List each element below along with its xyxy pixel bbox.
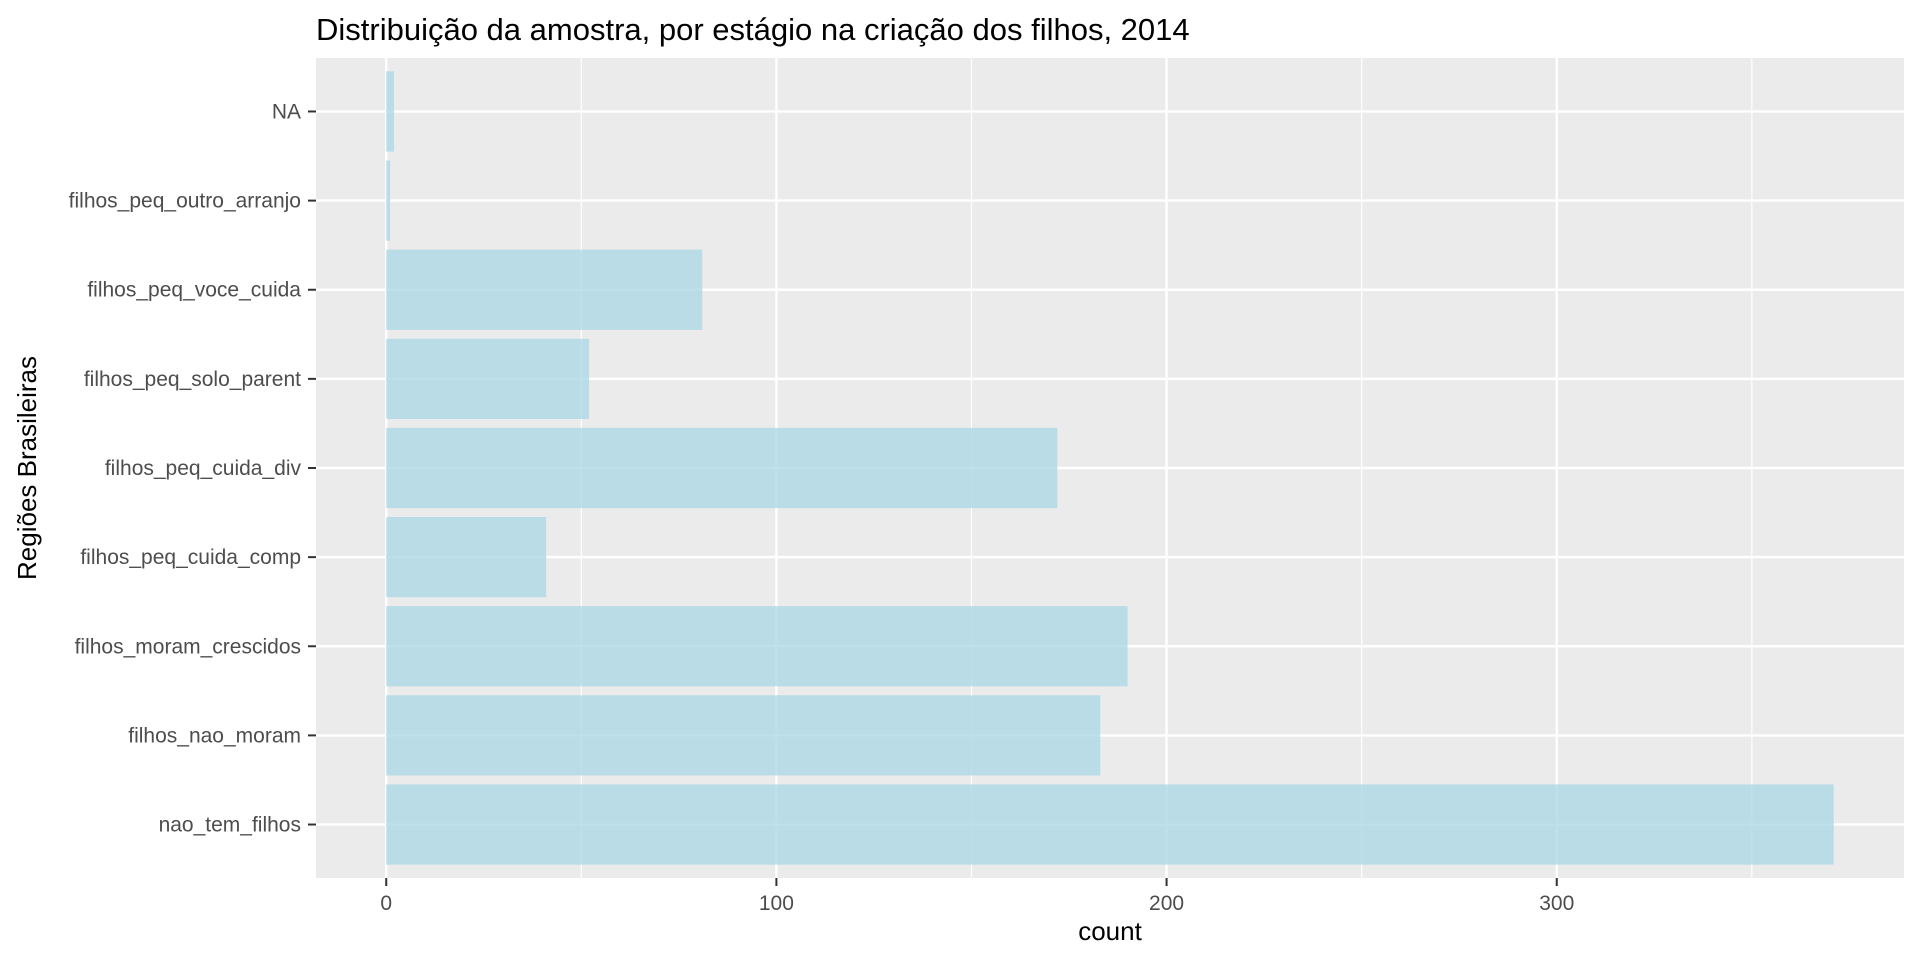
y-tick-label: nao_tem_filhos xyxy=(159,814,301,837)
bar-filhos_moram_crescidos xyxy=(386,606,1128,687)
y-tick-label: filhos_peq_voce_cuida xyxy=(87,279,301,302)
y-tick-label: filhos_peq_cuida_comp xyxy=(80,546,301,569)
chart-title: Distribuição da amostra, por estágio na … xyxy=(316,12,1190,47)
bar-filhos_peq_outro_arranjo xyxy=(386,160,391,241)
y-tick-label: filhos_peq_outro_arranjo xyxy=(69,190,301,213)
x-axis-title: count xyxy=(1078,916,1142,946)
y-tick-label: filhos_peq_solo_parent xyxy=(84,368,301,391)
y-tick-label: filhos_peq_cuida_div xyxy=(105,457,302,480)
bars xyxy=(386,71,1834,865)
bar-NA xyxy=(386,71,395,152)
bar-filhos_peq_solo_parent xyxy=(386,338,590,419)
bar-nao_tem_filhos xyxy=(386,784,1834,865)
bar-filhos_peq_voce_cuida xyxy=(386,249,703,330)
x-tick-label: 300 xyxy=(1539,892,1574,915)
bar-filhos_peq_cuida_comp xyxy=(386,517,547,598)
x-tick-label: 100 xyxy=(759,892,794,915)
y-tick-label: NA xyxy=(272,100,301,123)
y-tick-label: filhos_nao_moram xyxy=(128,724,301,747)
bar-filhos_nao_moram xyxy=(386,695,1101,776)
y-tick-label: filhos_moram_crescidos xyxy=(75,635,301,658)
x-axis: 0 100 200 300 xyxy=(380,878,1574,915)
y-axis-title: Regiões Brasileiras xyxy=(12,356,42,580)
x-tick-label: 0 xyxy=(380,892,392,915)
y-axis: nao_tem_filhos filhos_nao_moram filhos_mor… xyxy=(69,100,316,837)
x-tick-label: 200 xyxy=(1149,892,1184,915)
bar-filhos_peq_cuida_div xyxy=(386,427,1058,509)
